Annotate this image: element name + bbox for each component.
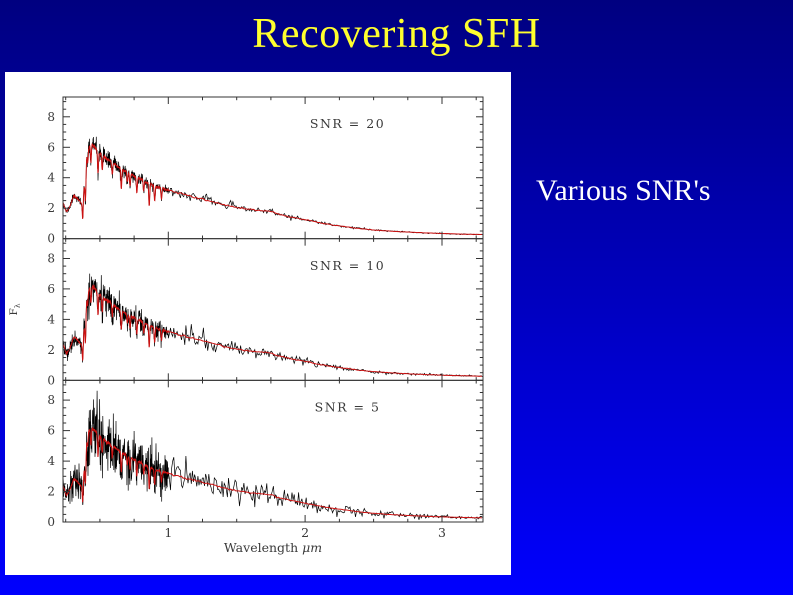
svg-text:3: 3 — [438, 525, 446, 540]
svg-text:2: 2 — [47, 343, 55, 357]
svg-text:Wavelength μm: Wavelength μm — [224, 540, 322, 555]
figure-panel: 0 2 4 6 8 SNR = 20 0 2 4 6 8 SNR = 10 0 2 4 6 8 SNR = 5 1 2… — [5, 72, 511, 575]
svg-text:SNR = 10: SNR = 10 — [310, 258, 385, 273]
slide-title: Recovering SFH — [252, 11, 541, 57]
svg-text:4: 4 — [47, 454, 55, 468]
svg-text:8: 8 — [47, 251, 55, 265]
svg-text:0: 0 — [47, 373, 55, 387]
caption-various-snrs: Various SNR's — [536, 174, 711, 207]
svg-text:8: 8 — [47, 110, 55, 124]
svg-text:6: 6 — [47, 140, 55, 154]
svg-text:4: 4 — [47, 312, 55, 326]
svg-text:6: 6 — [47, 424, 55, 438]
svg-text:0: 0 — [47, 232, 55, 246]
svg-text:6: 6 — [47, 282, 55, 296]
svg-text:Fλ: Fλ — [8, 303, 22, 315]
svg-text:0: 0 — [47, 515, 55, 529]
spectra-chart: 0 2 4 6 8 SNR = 20 0 2 4 6 8 SNR = 10 0 2 4 6 8 SNR = 5 1 2… — [8, 96, 484, 555]
svg-text:1: 1 — [164, 525, 172, 540]
svg-text:2: 2 — [47, 485, 55, 499]
svg-text:2: 2 — [301, 525, 309, 540]
svg-text:2: 2 — [47, 201, 55, 215]
svg-text:8: 8 — [47, 393, 55, 407]
svg-text:SNR = 5: SNR = 5 — [315, 400, 381, 415]
svg-text:SNR = 20: SNR = 20 — [310, 116, 385, 131]
svg-text:4: 4 — [47, 171, 55, 185]
